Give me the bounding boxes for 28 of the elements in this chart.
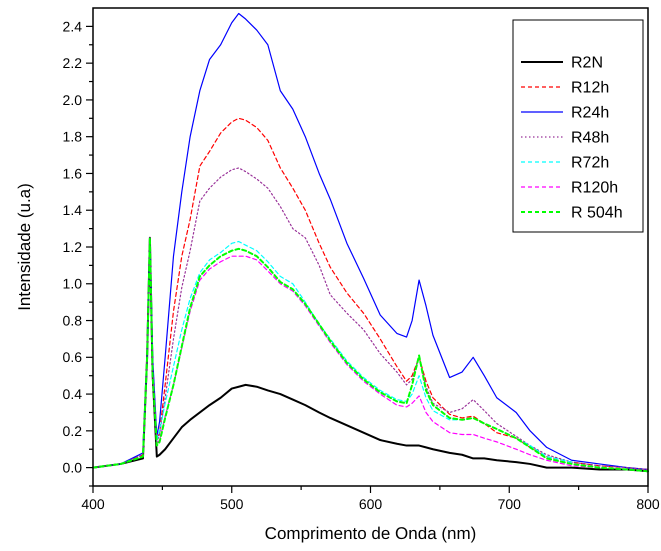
x-tick-label: 800 <box>636 496 660 512</box>
y-tick-label: 1.6 <box>62 165 82 182</box>
x-axis-title: Comprimento de Onda (nm) <box>264 524 476 543</box>
text: 1.0 <box>62 276 82 292</box>
y-axis-title: Intensidade (u.a) <box>15 183 34 311</box>
legend-label: R12h <box>571 80 610 97</box>
x-tick-label: 600 <box>358 496 382 512</box>
legend-label: R120h <box>571 180 618 197</box>
line-series <box>156 240 572 463</box>
y-tick-label: 2.2 <box>62 55 82 72</box>
legend-label: R72h <box>571 154 610 172</box>
y-tick-label: 0.4 <box>62 386 82 402</box>
text: 0.0 <box>62 460 82 476</box>
y-tick-label: 0.8 <box>62 312 82 328</box>
y-tick-label: 1.4 <box>62 202 82 218</box>
y-tick-label: 0.6 <box>62 349 82 366</box>
y-tick-label: 2.4 <box>62 18 82 34</box>
x-tick-label: 500 <box>220 496 244 512</box>
x-tick-label: 700 <box>498 496 522 512</box>
legend-label: R2N <box>571 54 604 72</box>
y-tick-label: 0.2 <box>62 422 82 439</box>
legend-label: R 504h <box>571 204 623 222</box>
legend-label: R24h <box>571 104 610 122</box>
x-tick-label: 400 <box>81 496 105 512</box>
y-tick-label: 1.8 <box>62 128 82 145</box>
text: 2.0 <box>62 92 82 108</box>
y-tick-label: 1.2 <box>62 238 82 255</box>
legend-label: R48h <box>571 130 610 147</box>
